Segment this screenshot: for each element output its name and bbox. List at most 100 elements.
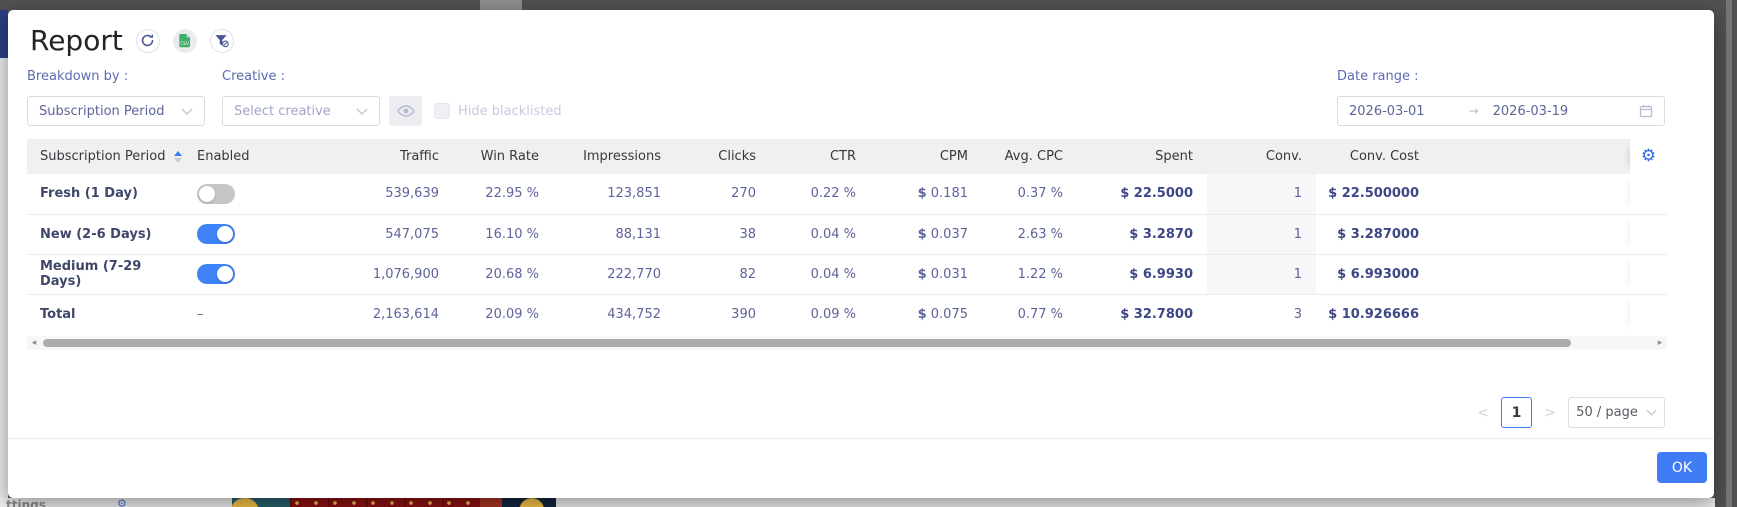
cell-ctr: 0.22 % (770, 174, 870, 215)
cell-conv: 1 (1207, 174, 1316, 215)
clear-filter-button[interactable] (209, 28, 234, 53)
background-creative-image (232, 498, 556, 507)
chevron-down-icon (356, 108, 368, 115)
enabled-toggle[interactable] (197, 264, 235, 284)
date-range-input[interactable]: 2026-03-01 → 2026-03-19 (1337, 96, 1665, 126)
cell-filler (1433, 294, 1630, 334)
cell-avg-cpc: 2.63 % (982, 214, 1077, 255)
page-right-edge (1715, 0, 1737, 507)
browser-tab-fragment (480, 0, 522, 10)
cell-traffic: 1,076,900 (317, 254, 453, 295)
cell-filler (1433, 214, 1630, 255)
cell-cpm: $ 0.037 (870, 214, 982, 255)
next-page-button[interactable]: > (1544, 404, 1556, 421)
horizontal-scrollbar[interactable]: ◂ ▸ (27, 336, 1667, 350)
modal-footer: OK (8, 438, 1714, 498)
cell-filler (1433, 254, 1630, 295)
page-size-value: 50 / page (1576, 405, 1638, 420)
creative-segment (480, 498, 502, 507)
pagination: < 1 > 50 / page (1474, 397, 1665, 428)
creative-segment (290, 498, 480, 507)
date-range-label: Date range : (1337, 69, 1419, 84)
column-header-subscription-period[interactable]: Subscription Period (27, 139, 187, 174)
column-header-win-rate: Win Rate (453, 139, 553, 174)
sort-icon[interactable] (174, 150, 183, 163)
cell-ctr: 0.04 % (770, 214, 870, 255)
cell-avg-cpc: 1.22 % (982, 254, 1077, 295)
table-row: Fresh (1 Day) 539,639 22.95 % 123,851 27… (27, 174, 1667, 215)
cell-impressions: 88,131 (553, 214, 675, 255)
browser-top-edge (0, 0, 1737, 10)
table-row: New (2-6 Days) 547,075 16.10 % 88,131 38… (27, 214, 1667, 255)
creative-segment (502, 498, 556, 507)
scroll-right-arrow-icon[interactable]: ▸ (1657, 338, 1663, 348)
total-label: Total (40, 306, 76, 322)
column-header-traffic: Traffic (317, 139, 453, 174)
cell-fixed (1630, 254, 1667, 295)
row-name: Medium (7-29 Days) (27, 254, 187, 295)
preview-eye-button[interactable] (389, 96, 422, 126)
cell-conv-cost: $ 22.500000 (1316, 174, 1433, 215)
modal-header: Report CSV (30, 24, 234, 57)
filter-off-icon (215, 35, 230, 48)
table-row: Medium (7-29 Days) 1,076,900 20.68 % 222… (27, 254, 1667, 295)
page-number-button[interactable]: 1 (1501, 397, 1532, 428)
browser-scrollbar-fragment (1726, 0, 1732, 507)
sort-desc-icon (174, 157, 183, 163)
cell-win-rate: 16.10 % (453, 214, 553, 255)
cell-avg-cpc: 0.37 % (982, 174, 1077, 215)
date-arrow-icon: → (1468, 104, 1479, 118)
gear-icon[interactable]: ⚙ (1640, 146, 1657, 166)
column-header-conv-cost: Conv. Cost (1316, 139, 1433, 174)
breakdown-select[interactable]: Subscription Period (27, 96, 205, 126)
scrollbar-thumb[interactable] (43, 339, 1571, 347)
cell-clicks: 270 (675, 174, 770, 215)
column-header-filler (1433, 139, 1630, 174)
column-settings-header: ⚙ (1630, 139, 1667, 174)
settings-text-fragment: ttings (6, 498, 46, 507)
cell-spent: $ 22.5000 (1077, 174, 1207, 215)
cell-win-rate: 20.68 % (453, 254, 553, 295)
cell-spent: $ 6.9930 (1077, 254, 1207, 295)
creative-segment (232, 498, 290, 507)
report-modal: Report CSV Breakdown by : Creative : Dat… (8, 10, 1714, 498)
enabled-toggle[interactable] (197, 183, 235, 204)
cell-fixed (1630, 294, 1667, 334)
hide-blacklisted-checkbox[interactable] (434, 103, 450, 119)
column-header-enabled: Enabled (187, 139, 317, 174)
cell-ctr: 0.04 % (770, 254, 870, 295)
toggle-knob (199, 185, 215, 202)
cell-clicks: 390 (731, 306, 756, 322)
cell-impressions: 434,752 (607, 306, 661, 322)
enabled-toggle[interactable] (197, 224, 235, 244)
toggle-knob (217, 266, 233, 282)
cell-win-rate: 20.09 % (485, 306, 539, 322)
export-csv-button[interactable]: CSV (172, 28, 197, 53)
cell-traffic: 2,163,614 (372, 306, 439, 322)
chevron-down-icon (1646, 409, 1657, 416)
scrollbar-track[interactable] (41, 336, 1653, 350)
total-enabled-dash: – (197, 306, 204, 322)
cell-fixed (1630, 174, 1667, 215)
settings-icon: ⚙ (117, 498, 127, 507)
cell-spent: $ 3.2870 (1077, 214, 1207, 255)
table-header-row: Subscription Period Enabled Traffic Win … (27, 139, 1667, 174)
cell-avg-cpc: 0.77 % (1017, 306, 1063, 322)
cell-conv: 3 (1293, 306, 1302, 322)
page-size-select[interactable]: 50 / page (1568, 397, 1665, 428)
refresh-button[interactable] (135, 28, 160, 53)
prev-page-button[interactable]: < (1477, 404, 1489, 421)
cell-impressions: 222,770 (553, 254, 675, 295)
report-table: Subscription Period Enabled Traffic Win … (27, 139, 1667, 334)
date-start-value: 2026-03-01 (1349, 103, 1425, 119)
calendar-icon (1639, 104, 1653, 118)
scroll-left-arrow-icon[interactable]: ◂ (31, 338, 37, 348)
creative-select[interactable]: Select creative (222, 96, 380, 126)
cell-traffic: 539,639 (317, 174, 453, 215)
cell-fixed (1630, 214, 1667, 255)
toggle-knob (217, 226, 233, 242)
ok-button[interactable]: OK (1657, 452, 1707, 483)
column-header-clicks: Clicks (675, 139, 770, 174)
column-header-avg-cpc: Avg. CPC (982, 139, 1077, 174)
breakdown-select-value: Subscription Period (39, 103, 165, 119)
